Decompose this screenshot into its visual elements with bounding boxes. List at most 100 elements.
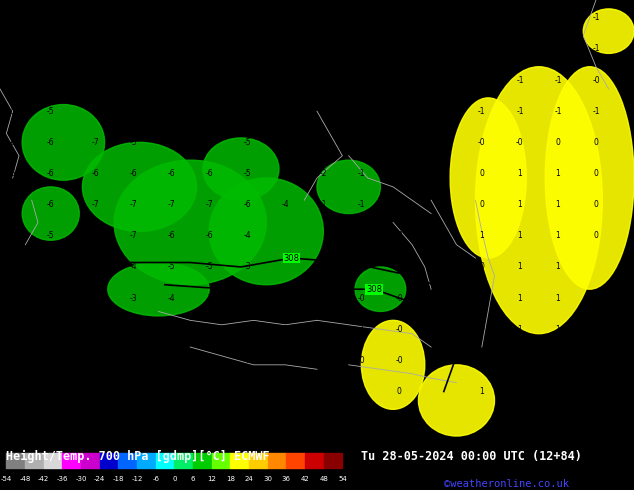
- Text: -4: -4: [281, 13, 289, 23]
- Text: -4: -4: [434, 75, 441, 85]
- Text: 1: 1: [555, 231, 560, 240]
- Text: -6: -6: [9, 169, 16, 178]
- Text: -1: -1: [554, 107, 562, 116]
- Text: 0: 0: [555, 138, 560, 147]
- Text: -5: -5: [91, 13, 99, 23]
- Text: -36: -36: [56, 476, 68, 483]
- Text: -6: -6: [167, 231, 175, 240]
- Text: -1: -1: [554, 45, 562, 53]
- Text: -1: -1: [554, 13, 562, 23]
- Text: Height/Temp. 700 hPa [gdmp][°C] ECMWF: Height/Temp. 700 hPa [gdmp][°C] ECMWF: [6, 450, 270, 464]
- Text: -1: -1: [592, 107, 600, 116]
- Text: -0: -0: [516, 138, 524, 147]
- Text: -5: -5: [205, 45, 213, 53]
- Text: -1: -1: [516, 13, 524, 23]
- Text: 1: 1: [479, 231, 484, 240]
- Text: 0: 0: [593, 231, 598, 240]
- Text: 6: 6: [191, 476, 195, 483]
- Text: -5: -5: [9, 75, 16, 85]
- Text: 48: 48: [320, 476, 328, 483]
- Text: 0: 0: [321, 387, 326, 396]
- Bar: [156, 453, 174, 468]
- Text: -1: -1: [9, 294, 16, 303]
- Text: 1: 1: [555, 325, 560, 334]
- Text: -4: -4: [358, 13, 365, 23]
- Text: 42: 42: [301, 476, 309, 483]
- Text: -1: -1: [396, 169, 403, 178]
- Text: -3: -3: [47, 263, 55, 271]
- Text: 0: 0: [207, 387, 212, 396]
- Text: -3: -3: [281, 294, 289, 303]
- Text: -0: -0: [396, 356, 403, 365]
- Text: -5: -5: [47, 13, 55, 23]
- Text: -1: -1: [358, 169, 365, 178]
- Text: -0: -0: [243, 356, 251, 365]
- Text: 0: 0: [479, 263, 484, 271]
- Text: 0: 0: [172, 476, 177, 483]
- Text: -1: -1: [358, 325, 365, 334]
- Text: 1: 1: [479, 356, 484, 365]
- Text: -5: -5: [205, 75, 213, 85]
- Ellipse shape: [22, 104, 105, 180]
- Text: -5: -5: [281, 138, 289, 147]
- Text: 1: 1: [555, 356, 560, 365]
- Text: 1: 1: [517, 325, 522, 334]
- Text: -3: -3: [358, 231, 365, 240]
- Text: -6: -6: [243, 200, 251, 209]
- Text: -2: -2: [91, 387, 99, 396]
- Text: -3: -3: [281, 169, 289, 178]
- Text: 1: 1: [517, 387, 522, 396]
- Text: -6: -6: [167, 169, 175, 178]
- Bar: [100, 453, 119, 468]
- Bar: [174, 453, 193, 468]
- Text: -5: -5: [243, 75, 251, 85]
- Bar: [44, 453, 62, 468]
- Text: 18: 18: [226, 476, 235, 483]
- Text: -5: -5: [47, 107, 55, 116]
- Text: -5: -5: [47, 75, 55, 85]
- Text: -5: -5: [167, 138, 175, 147]
- Text: -3: -3: [243, 294, 251, 303]
- Ellipse shape: [108, 263, 209, 316]
- Text: -2: -2: [47, 356, 55, 365]
- Ellipse shape: [203, 138, 279, 200]
- Text: -4: -4: [167, 294, 175, 303]
- Text: -1: -1: [592, 13, 600, 23]
- Text: -1: -1: [478, 45, 486, 53]
- Text: -6: -6: [167, 107, 175, 116]
- Bar: [230, 453, 249, 468]
- Text: -4: -4: [243, 45, 251, 53]
- Text: -1: -1: [205, 325, 213, 334]
- Text: -5: -5: [129, 75, 137, 85]
- Text: -54: -54: [1, 476, 12, 483]
- Text: -5: -5: [129, 45, 137, 53]
- Text: -5: -5: [243, 169, 251, 178]
- Text: -0: -0: [358, 294, 365, 303]
- Text: -3: -3: [205, 294, 213, 303]
- Text: 0: 0: [593, 387, 598, 396]
- Text: 1: 1: [555, 169, 560, 178]
- Text: -3: -3: [9, 231, 16, 240]
- Text: -3: -3: [320, 13, 327, 23]
- Text: -4: -4: [396, 13, 403, 23]
- Ellipse shape: [583, 9, 634, 53]
- Bar: [305, 453, 324, 468]
- Text: -4: -4: [243, 231, 251, 240]
- Bar: [212, 453, 230, 468]
- Text: 24: 24: [245, 476, 254, 483]
- Text: -6: -6: [205, 231, 213, 240]
- Text: -3: -3: [129, 294, 137, 303]
- Text: -0: -0: [396, 200, 403, 209]
- Text: -12: -12: [131, 476, 143, 483]
- Text: -6: -6: [129, 169, 137, 178]
- Ellipse shape: [22, 187, 79, 240]
- Bar: [119, 453, 137, 468]
- Text: -5: -5: [167, 263, 175, 271]
- Text: -6: -6: [91, 169, 99, 178]
- Text: -0: -0: [358, 356, 365, 365]
- Text: -1: -1: [592, 45, 600, 53]
- Text: 0: 0: [479, 200, 484, 209]
- Text: -5: -5: [9, 107, 16, 116]
- Text: -5: -5: [358, 107, 365, 116]
- Text: -30: -30: [75, 476, 87, 483]
